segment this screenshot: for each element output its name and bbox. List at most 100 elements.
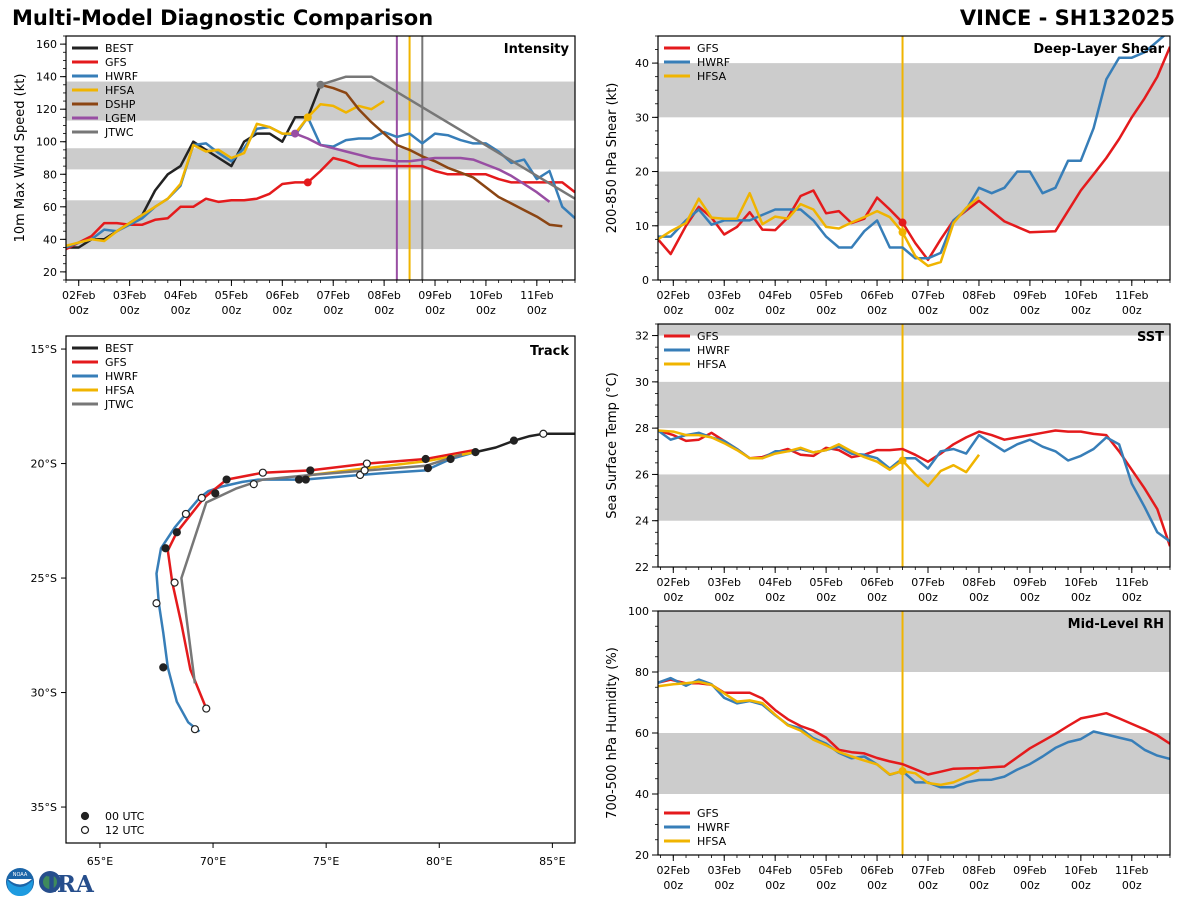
x-tick-label-date: 03Feb <box>707 289 740 302</box>
track-line-best <box>475 432 575 454</box>
x-tick-label-date: 11Feb <box>1115 864 1148 877</box>
y-axis-label: 10m Max Wind Speed (kt) <box>13 74 28 243</box>
track-point-00utc <box>301 475 310 484</box>
panel-title: Deep-Layer Shear <box>1033 42 1164 57</box>
track-point-12utc <box>258 468 267 477</box>
x-tick-label-hour: 00z <box>1071 591 1091 604</box>
legend-label: HFSA <box>105 84 135 97</box>
x-tick-label-hour: 00z <box>867 591 887 604</box>
y-axis-label: Sea Surface Temp (°C) <box>605 372 620 519</box>
legend-label: GFS <box>105 56 127 69</box>
legend-label: BEST <box>105 42 133 55</box>
marker-gfs <box>303 178 312 187</box>
track-point-12utc <box>362 459 371 468</box>
x-tick-label-hour: 00z <box>918 591 938 604</box>
legend-label: JTWC <box>104 126 134 139</box>
x-tick-label-hour: 00z <box>663 304 683 317</box>
x-tick-label-hour: 00z <box>969 304 989 317</box>
shaded-band <box>658 611 1170 672</box>
legend-label: HWRF <box>105 70 138 83</box>
x-tick-label-date: 10Feb <box>1064 289 1097 302</box>
panel-title: Intensity <box>504 42 570 57</box>
panel-sst: 22 24 26 28 30 32 02Feb 00z 03Feb 00z 04Feb 00z 05Fe… <box>605 323 1171 604</box>
x-tick-label-date: 10Feb <box>469 289 502 302</box>
x-tick-label-hour: 00z <box>1020 879 1040 892</box>
y-tick-label: 32 <box>635 330 649 343</box>
x-tick-label-hour: 00z <box>969 879 989 892</box>
panel-shear: 0 10 20 30 40 02Feb 00z 03Feb 00z 04Feb 00z 05Feb 00… <box>605 35 1171 317</box>
y-tick-label: 30°S <box>31 687 57 700</box>
x-tick-label-hour: 00z <box>1122 879 1142 892</box>
x-tick-label-hour: 00z <box>663 879 683 892</box>
y-tick-label: 28 <box>635 422 649 435</box>
x-tick-label-date: 03Feb <box>113 289 146 302</box>
shaded-band <box>658 381 1170 429</box>
legend-label: HWRF <box>105 370 138 383</box>
x-tick-label-hour: 00z <box>1020 591 1040 604</box>
series-line-jtwc <box>320 75 575 200</box>
y-tick-label: 20 <box>635 166 649 179</box>
x-tick-label-hour: 00z <box>120 304 140 317</box>
legend-label: GFS <box>697 807 719 820</box>
legend-label: HFSA <box>697 835 727 848</box>
x-tick-label-hour: 00z <box>222 304 242 317</box>
x-tick-label-hour: 00z <box>1020 304 1040 317</box>
legend-label: HFSA <box>697 70 727 83</box>
shaded-band <box>66 148 575 170</box>
y-tick-label: 0 <box>642 274 649 287</box>
x-tick-label-date: 05Feb <box>215 289 248 302</box>
legend-label: JTWC <box>104 398 134 411</box>
legend-label: HWRF <box>697 821 730 834</box>
legend-label: HFSA <box>697 358 727 371</box>
y-tick-label: 24 <box>635 515 649 528</box>
panel-track: 65°E 70°E 75°E 80°E 85°E 15°S 20°S 25°S 30°S 35°S… <box>31 335 576 868</box>
track-point-00utc <box>294 475 304 484</box>
track-frame <box>65 335 576 844</box>
x-tick-label-hour: 00z <box>476 304 496 317</box>
shaded-band <box>658 63 1170 118</box>
legend-label: GFS <box>697 330 719 343</box>
x-tick-label-hour: 00z <box>816 879 836 892</box>
x-tick-label-date: 07Feb <box>316 289 349 302</box>
y-tick-label: 80 <box>43 168 57 181</box>
track-point-00utc <box>161 544 170 553</box>
y-tick-label: 100 <box>628 605 649 618</box>
x-tick-label: 65°E <box>87 855 113 868</box>
x-tick-label-date: 11Feb <box>1115 289 1148 302</box>
series-line-gfs <box>658 46 1170 262</box>
y-tick-label: 40 <box>635 57 649 70</box>
track-point-00utc <box>446 454 455 464</box>
track-point-12utc <box>152 599 161 608</box>
y-tick-label: 40 <box>635 788 649 801</box>
x-tick-label: 75°E <box>313 855 339 868</box>
x-tick-label-date: 07Feb <box>911 864 944 877</box>
shaded-band <box>658 474 1170 521</box>
legend-label: HFSA <box>105 384 135 397</box>
series-line-hwrf <box>658 36 1166 260</box>
x-tick-label-hour: 00z <box>1122 591 1142 604</box>
track-point-12utc <box>190 725 200 734</box>
x-tick-label-date: 11Feb <box>520 289 553 302</box>
x-tick-label-date: 07Feb <box>911 576 944 589</box>
track-point-12utc <box>249 480 258 489</box>
x-tick-label-hour: 00z <box>69 304 89 317</box>
x-tick-label-date: 03Feb <box>707 864 740 877</box>
x-tick-label-hour: 00z <box>663 591 683 604</box>
x-tick-label-date: 09Feb <box>1013 289 1046 302</box>
x-tick-label-date: 02Feb <box>657 864 690 877</box>
y-tick-label: 15°S <box>31 343 57 356</box>
x-tick-label-hour: 00z <box>918 304 938 317</box>
series-line-hfsa <box>658 429 981 488</box>
x-tick-label-hour: 00z <box>527 304 547 317</box>
y-tick-label: 160 <box>36 38 57 51</box>
x-tick-label-date: 08Feb <box>962 576 995 589</box>
x-tick-label-date: 07Feb <box>911 289 944 302</box>
x-tick-label-date: 02Feb <box>657 576 690 589</box>
y-tick-label: 120 <box>36 103 57 116</box>
sst-plot-area <box>658 324 1170 567</box>
track-line-hwrf <box>155 450 476 733</box>
sst-frame <box>657 323 1171 568</box>
legend-label: GFS <box>105 356 127 369</box>
x-tick-label: 85°E <box>539 855 565 868</box>
cira-logo-icon: IRA <box>39 871 95 898</box>
